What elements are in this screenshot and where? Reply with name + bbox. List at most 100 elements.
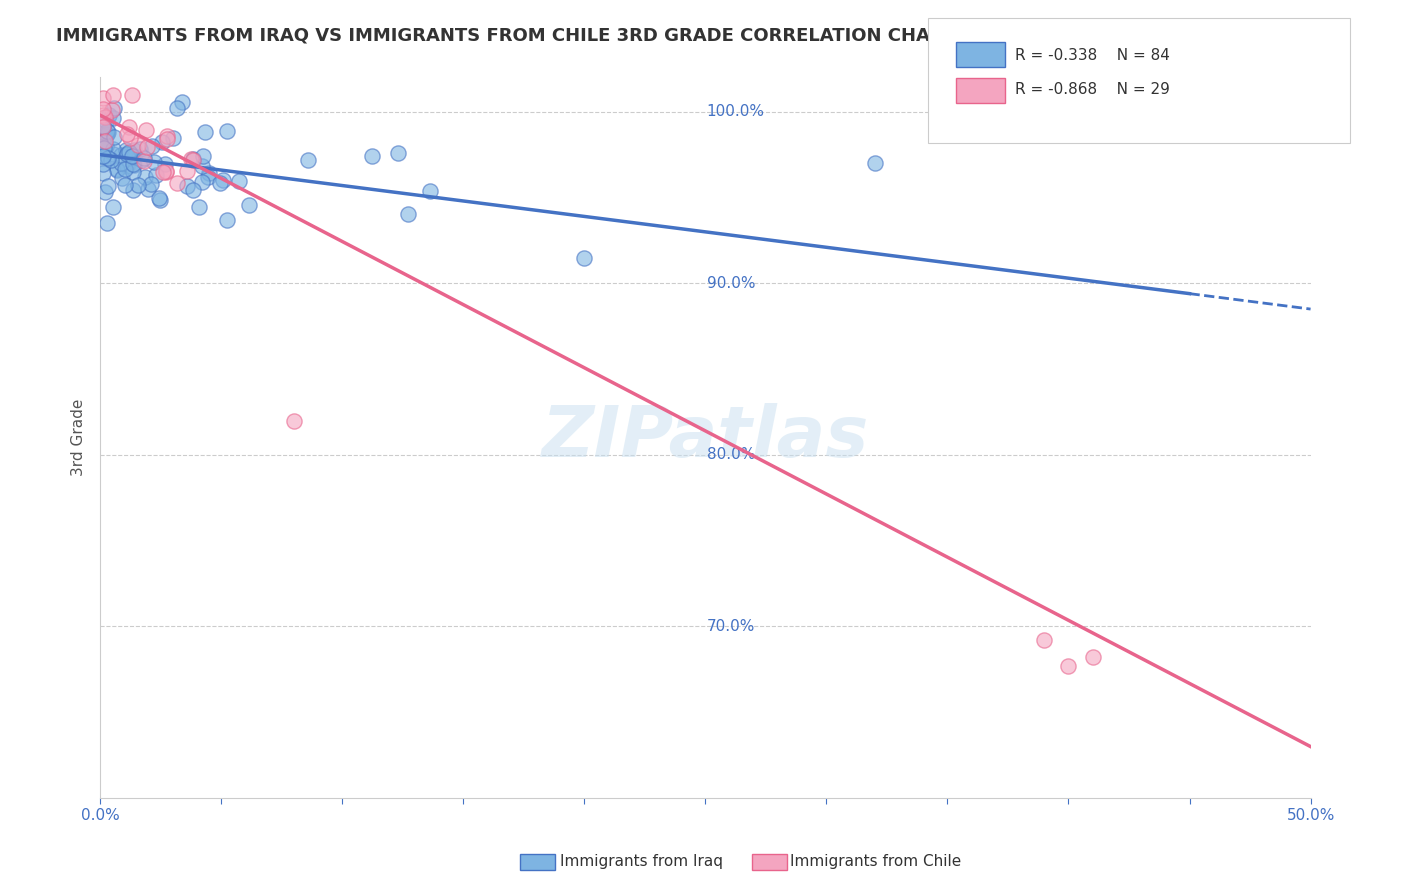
Chile [155, 165, 177, 179]
Iraq [94, 185, 117, 199]
Iraq [124, 158, 146, 172]
Chile [101, 87, 124, 102]
Iraq [91, 135, 114, 149]
Iraq [136, 182, 159, 196]
Iraq [103, 142, 125, 156]
Chile [101, 103, 124, 117]
Iraq [93, 149, 115, 163]
Chile [91, 108, 114, 122]
Iraq [863, 156, 886, 170]
Iraq [188, 200, 211, 214]
Chile [156, 129, 179, 144]
Iraq [238, 198, 260, 212]
Chile [1081, 650, 1104, 665]
Chile [155, 164, 177, 178]
Iraq [111, 171, 134, 186]
Iraq [132, 152, 155, 166]
Iraq [91, 166, 114, 180]
Iraq [114, 161, 136, 176]
Iraq [181, 152, 204, 166]
Iraq [110, 148, 132, 162]
Iraq [122, 143, 145, 157]
Iraq [134, 169, 156, 184]
Iraq [194, 125, 217, 139]
Chile [91, 91, 114, 105]
Chile [91, 120, 114, 135]
Iraq [100, 153, 122, 168]
Iraq [115, 159, 138, 173]
Text: Immigrants from Iraq: Immigrants from Iraq [560, 855, 723, 869]
Iraq [141, 139, 163, 153]
Chile [155, 131, 177, 145]
Iraq [170, 95, 193, 109]
Iraq [101, 201, 124, 215]
Iraq [96, 123, 118, 137]
Chile [118, 120, 141, 135]
Iraq [228, 174, 250, 188]
Iraq [191, 159, 214, 173]
Iraq [110, 156, 132, 170]
Iraq [96, 216, 118, 230]
Iraq [297, 153, 319, 168]
Chile [136, 140, 159, 154]
Iraq [122, 149, 145, 163]
Chile [94, 111, 117, 125]
Iraq [114, 178, 136, 193]
Text: 90.0%: 90.0% [707, 276, 755, 291]
Iraq [131, 153, 153, 167]
Iraq [215, 213, 238, 227]
Iraq [96, 128, 118, 142]
Iraq [121, 149, 143, 163]
Iraq [419, 184, 441, 198]
Chile [166, 177, 188, 191]
Iraq [118, 145, 141, 159]
Iraq [193, 148, 215, 162]
Text: Source: ZipAtlas.com: Source: ZipAtlas.com [1202, 27, 1350, 41]
Iraq [211, 173, 233, 187]
Text: 80.0%: 80.0% [707, 448, 755, 462]
Iraq [162, 131, 184, 145]
Iraq [97, 108, 120, 122]
Chile [152, 165, 174, 179]
Chile [180, 152, 202, 166]
Iraq [97, 178, 120, 193]
Iraq [115, 143, 138, 157]
Chile [176, 164, 198, 178]
Iraq [166, 101, 188, 115]
Chile [1033, 632, 1056, 647]
Iraq [127, 178, 149, 192]
Y-axis label: 3rd Grade: 3rd Grade [72, 399, 86, 476]
Iraq [103, 147, 125, 161]
Iraq [387, 145, 409, 160]
Iraq [128, 142, 150, 156]
Iraq [153, 157, 176, 171]
Iraq [94, 139, 117, 153]
Chile [181, 153, 204, 168]
Iraq [396, 207, 419, 221]
Iraq [96, 151, 118, 165]
Iraq [139, 178, 162, 192]
Iraq [97, 125, 120, 139]
Iraq [143, 155, 166, 169]
Iraq [96, 113, 118, 128]
Text: 100.0%: 100.0% [707, 104, 765, 120]
Chile [115, 128, 138, 142]
Iraq [208, 176, 231, 190]
Iraq [91, 138, 114, 153]
Text: ZIPatlas: ZIPatlas [541, 403, 869, 472]
Iraq [122, 183, 145, 197]
Iraq [103, 130, 125, 145]
Iraq [191, 175, 214, 189]
Chile [91, 102, 114, 116]
Chile [118, 130, 141, 145]
Text: R = -0.338    N = 84: R = -0.338 N = 84 [1015, 48, 1170, 62]
Chile [283, 414, 305, 428]
Chile [94, 134, 117, 148]
Iraq [101, 112, 124, 126]
Iraq [91, 119, 114, 133]
Iraq [217, 124, 239, 138]
Iraq [121, 165, 143, 179]
Iraq [176, 179, 198, 194]
Iraq [103, 101, 125, 115]
Text: R = -0.868    N = 29: R = -0.868 N = 29 [1015, 82, 1170, 96]
